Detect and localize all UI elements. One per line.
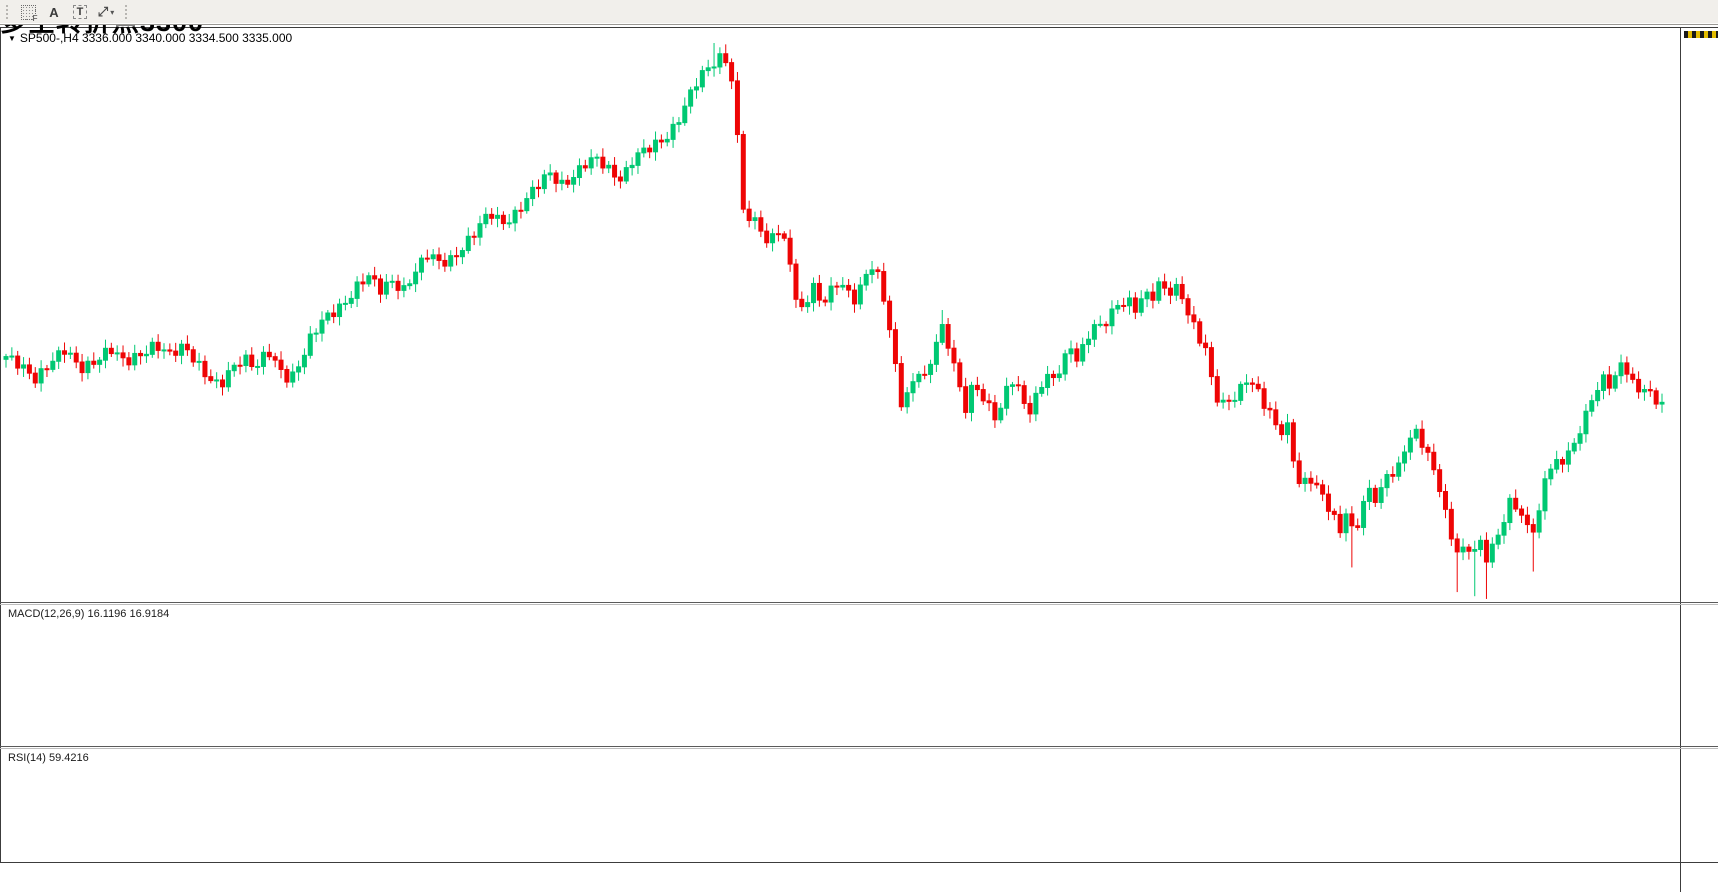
symbol-collapse-icon[interactable]: ▼ (8, 34, 16, 43)
axis-corner-marker (1684, 31, 1718, 38)
toolbar-drag-handle[interactable] (124, 4, 129, 20)
chart-title-text: SP500-,H4 3336.000 3340.000 3334.500 333… (19, 31, 293, 45)
macd-indicator-label: MACD(12,26,9) 16.1196 16.9184 (8, 608, 170, 620)
text-t-icon[interactable]: T (68, 2, 92, 22)
chart-grid-icon[interactable]: F (16, 2, 40, 23)
text-a-icon[interactable]: A (49, 4, 59, 20)
toolbar: F A T ⤢ ▾ (0, 0, 1718, 25)
chart-title: ▼ SP500-,H4 3336.000 3340.000 3334.500 33… (8, 31, 292, 45)
rsi-indicator-label: RSI(14) 59.4216 (8, 752, 89, 764)
toolbar-drag-handle[interactable] (5, 4, 10, 20)
diagonal-arrows-icon[interactable]: ⤢ ▾ (97, 4, 115, 19)
dropdown-caret-icon[interactable]: ▾ (110, 7, 115, 17)
